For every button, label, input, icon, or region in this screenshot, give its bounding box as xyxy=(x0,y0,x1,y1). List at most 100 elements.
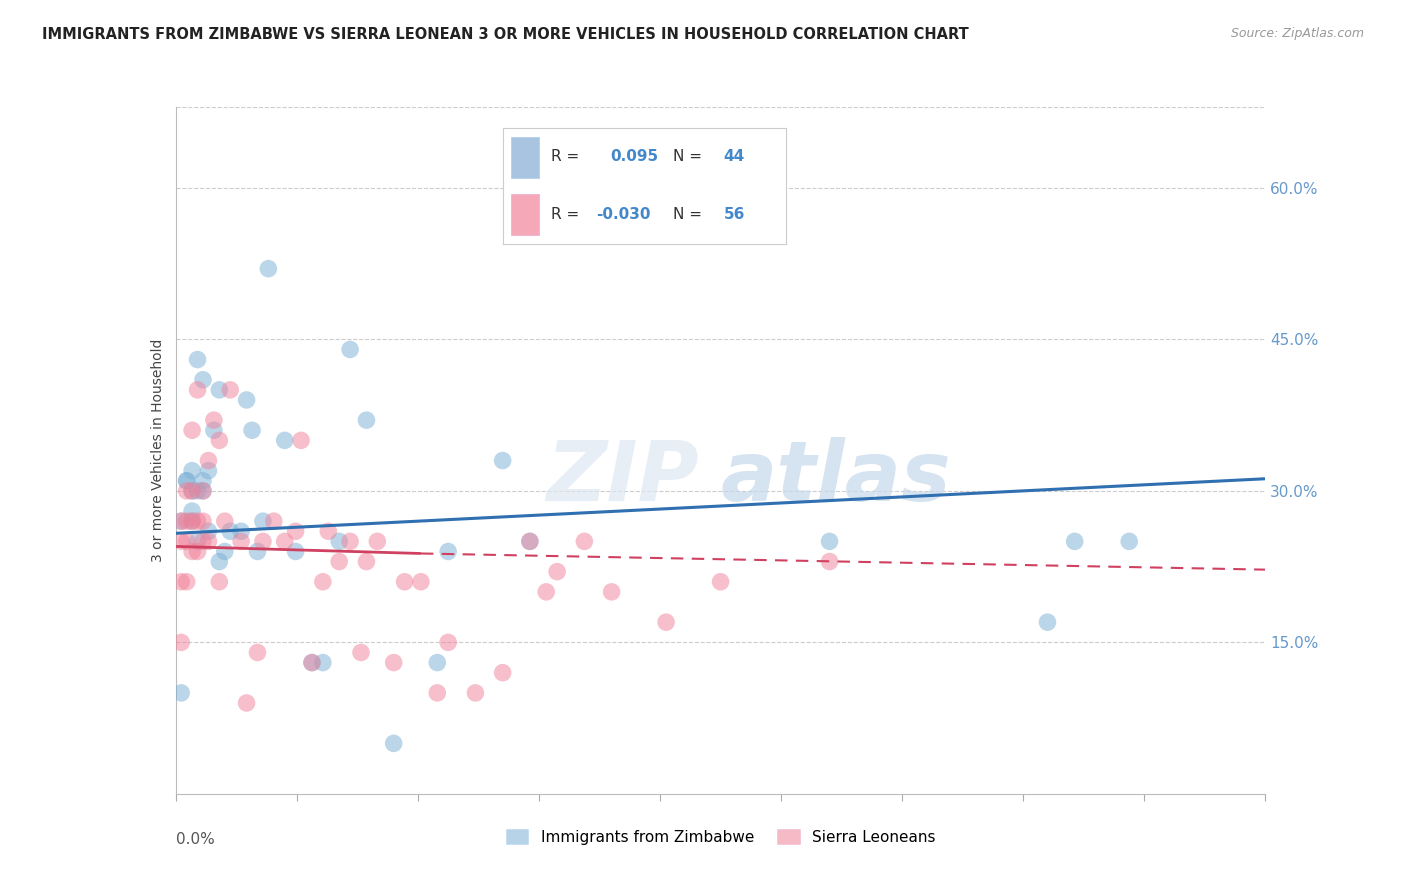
Point xyxy=(214,514,236,528)
Point xyxy=(231,534,253,549)
Point xyxy=(208,434,231,448)
Point xyxy=(600,585,623,599)
Text: ZIP: ZIP xyxy=(546,437,699,518)
Point xyxy=(170,514,193,528)
Point xyxy=(290,434,312,448)
Point xyxy=(214,544,236,558)
Point xyxy=(252,534,274,549)
Point xyxy=(318,524,340,539)
Point xyxy=(426,656,449,670)
Y-axis label: 3 or more Vehicles in Household: 3 or more Vehicles in Household xyxy=(150,339,165,562)
Point xyxy=(710,574,733,589)
Point xyxy=(818,534,841,549)
Point xyxy=(186,383,209,397)
Point xyxy=(409,574,432,589)
Point xyxy=(382,736,405,750)
Point xyxy=(366,534,388,549)
Point xyxy=(181,514,204,528)
Point xyxy=(202,413,225,427)
Point xyxy=(350,645,373,659)
Point xyxy=(339,343,361,357)
Text: 0.0%: 0.0% xyxy=(176,831,215,847)
Point xyxy=(208,555,231,569)
Point xyxy=(186,544,209,558)
Point xyxy=(235,392,257,407)
Point xyxy=(197,464,219,478)
Point xyxy=(274,434,297,448)
Point xyxy=(263,514,285,528)
Point xyxy=(655,615,678,630)
Point xyxy=(246,645,269,659)
Point xyxy=(208,574,231,589)
Point xyxy=(246,544,269,558)
Point xyxy=(1036,615,1059,630)
Point xyxy=(235,696,257,710)
Point xyxy=(534,201,557,215)
Point xyxy=(534,585,557,599)
Point xyxy=(176,474,198,488)
Point xyxy=(274,534,297,549)
Point xyxy=(186,483,209,498)
Point xyxy=(356,413,378,427)
Point xyxy=(301,656,323,670)
Point xyxy=(197,453,219,467)
Point xyxy=(382,656,405,670)
Legend: Immigrants from Zimbabwe, Sierra Leoneans: Immigrants from Zimbabwe, Sierra Leonean… xyxy=(506,829,935,845)
Point xyxy=(492,665,515,680)
Point xyxy=(356,555,378,569)
Point xyxy=(208,383,231,397)
Point xyxy=(181,423,204,437)
Point xyxy=(170,686,193,700)
Point xyxy=(312,656,335,670)
Point xyxy=(181,544,204,558)
Point xyxy=(191,514,214,528)
Point xyxy=(519,534,541,549)
Point xyxy=(437,635,460,649)
Point xyxy=(170,534,193,549)
Point xyxy=(186,352,209,367)
Point xyxy=(202,423,225,437)
Point xyxy=(197,524,219,539)
Point xyxy=(176,574,198,589)
Text: Source: ZipAtlas.com: Source: ZipAtlas.com xyxy=(1230,27,1364,40)
Point xyxy=(191,373,214,387)
Point xyxy=(231,524,253,539)
Point xyxy=(240,423,263,437)
Text: IMMIGRANTS FROM ZIMBABWE VS SIERRA LEONEAN 3 OR MORE VEHICLES IN HOUSEHOLD CORRE: IMMIGRANTS FROM ZIMBABWE VS SIERRA LEONE… xyxy=(42,27,969,42)
Point xyxy=(176,514,198,528)
Point xyxy=(170,635,193,649)
Point xyxy=(818,555,841,569)
Point xyxy=(574,534,596,549)
Text: atlas: atlas xyxy=(721,437,952,518)
Point xyxy=(464,686,486,700)
Point xyxy=(181,504,204,518)
Point xyxy=(176,534,198,549)
Point xyxy=(257,261,280,276)
Point xyxy=(176,474,198,488)
Point xyxy=(186,514,209,528)
Point xyxy=(437,544,460,558)
Point xyxy=(181,483,204,498)
Point xyxy=(170,514,193,528)
Point xyxy=(426,686,449,700)
Point xyxy=(191,534,214,549)
Point xyxy=(492,453,515,467)
Point xyxy=(219,524,242,539)
Point xyxy=(519,534,541,549)
Point xyxy=(1063,534,1085,549)
Point xyxy=(191,483,214,498)
Point xyxy=(1118,534,1140,549)
Point xyxy=(186,534,209,549)
Point xyxy=(170,574,193,589)
Point xyxy=(197,534,219,549)
Point xyxy=(339,534,361,549)
Point xyxy=(546,565,568,579)
Point xyxy=(181,464,204,478)
Point xyxy=(176,483,198,498)
Point xyxy=(301,656,323,670)
Point xyxy=(284,544,307,558)
Point xyxy=(394,574,416,589)
Point xyxy=(181,514,204,528)
Point xyxy=(284,524,307,539)
Point xyxy=(312,574,335,589)
